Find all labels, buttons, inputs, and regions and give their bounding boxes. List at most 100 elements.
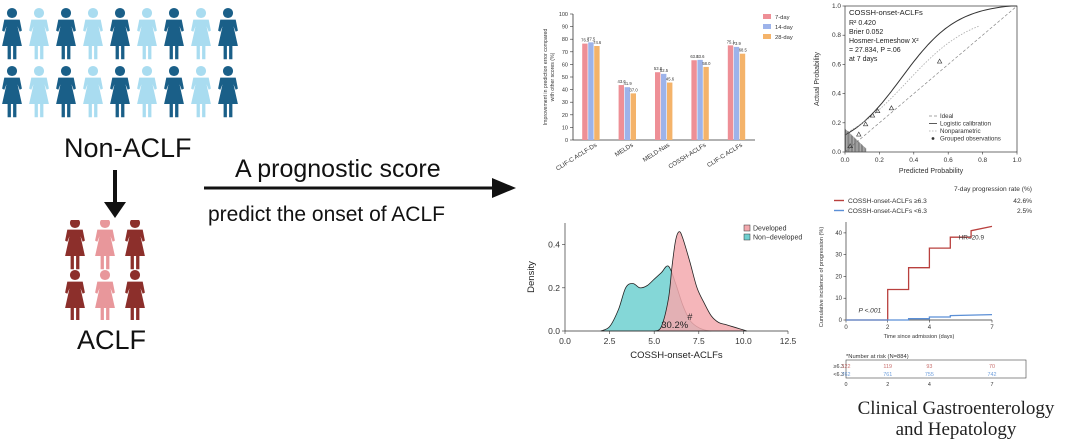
y-tick-label: 70	[562, 50, 568, 56]
km-curve	[846, 225, 993, 321]
risk-day-label: 2	[886, 382, 889, 388]
x-tick-label: 7	[990, 325, 994, 331]
risk-value: 755	[925, 372, 934, 378]
bar-value-label: 63.6	[696, 54, 705, 59]
risk-value: 762	[842, 372, 851, 378]
risk-table-title: *Number at risk (N=884)	[846, 354, 909, 360]
y-tick-label: 50	[562, 75, 568, 81]
y-tick-label: 0.4	[548, 240, 560, 250]
legend-label: Developed	[753, 226, 787, 233]
bar-value-label: 73.9	[733, 41, 742, 46]
legend-label: 7-day	[775, 15, 790, 21]
y-tick-label: 0.0	[548, 326, 560, 336]
risk-value: 742	[988, 372, 997, 378]
density-plot: 0.0 2.5 5.0 7.5 10.0 12.5 0.0 0.2 0.4 COSSH-onset…	[526, 223, 802, 361]
aclf-person-icon	[95, 269, 115, 320]
grouped-observation-point	[856, 131, 862, 137]
y-axis-label: Improvement in prediction error compared…	[543, 29, 556, 126]
legend-swatch	[763, 34, 771, 39]
aclf-person-icon	[65, 220, 85, 270]
legend-label: COSSH-onset-ACLFs ≥6.3	[848, 198, 927, 205]
legend-rate: 2.5%	[1017, 208, 1032, 215]
bar-value-label: 43.6	[618, 79, 627, 84]
bar	[582, 43, 588, 140]
legend-label: Non−developed	[753, 235, 802, 242]
y-axis-label: Cumulative incidence of progression (%)	[819, 227, 825, 328]
non-aclf-person-icon	[56, 65, 76, 118]
x-tick-label: 4	[928, 325, 932, 331]
bar	[624, 87, 630, 140]
bar-value-label: 74.6	[593, 40, 602, 45]
non-aclf-person-icon	[2, 65, 22, 118]
legend-label: 28-day	[775, 35, 793, 41]
x-axis-label: Predicted Probability	[899, 168, 964, 175]
legend-label: 14-day	[775, 25, 793, 31]
risk-day-label: 0	[845, 382, 848, 388]
down-arrow-icon	[104, 170, 126, 218]
calibration-plot: 0.0 0.2 0.4 0.6 0.8 1.0 0.0 0.2 0.4 0.6 0.8 1.0 Pred…	[814, 3, 1022, 175]
calibration-stat: Hosmer-Lemeshow X²	[849, 38, 919, 45]
bar-value-label: 77.5	[587, 36, 596, 41]
x-tick-label: CLIF-C ACLF-Ds	[555, 142, 598, 173]
y-tick-label: 20	[835, 274, 842, 280]
bar-value-label: 75.1	[727, 39, 736, 44]
x-tick-label: 7.5	[693, 336, 705, 346]
bar	[588, 42, 594, 140]
right-arrow-icon	[204, 178, 516, 198]
grouped-observation-point	[869, 112, 876, 118]
x-axis-label: COSSH-onset-ACLFs	[630, 350, 723, 361]
bar	[739, 53, 746, 140]
legend-label: COSSH-onset-ACLFs <6.3	[848, 208, 927, 215]
legend-label: Logistic calibration	[940, 121, 991, 128]
y-tick-label: 100	[559, 12, 568, 18]
risk-value: 119	[883, 364, 892, 370]
non-aclf-person-icon	[164, 7, 184, 60]
legend-label: Nonparametric	[940, 128, 981, 135]
overlap-annotation: 30.2%	[661, 320, 688, 331]
bar	[594, 46, 600, 141]
y-axis-label: Actual Probability	[814, 51, 821, 106]
x-tick-label: 0.4	[909, 157, 918, 164]
bar	[655, 72, 661, 140]
non-aclf-person-icon	[56, 7, 76, 60]
km-curve	[846, 313, 993, 321]
calibration-stat: at 7 days	[849, 56, 878, 63]
aclf-person-icon	[125, 220, 145, 270]
non-aclf-person-icon	[83, 65, 103, 118]
y-tick-label: 0.2	[548, 283, 560, 293]
bar-value-label: 53.8	[654, 66, 663, 71]
y-tick-label: 0.6	[832, 61, 841, 68]
y-tick-label: 90	[562, 25, 568, 31]
x-tick-label: 0.6	[944, 157, 953, 164]
plot-frame	[844, 5, 1018, 153]
calibration-stat: Brier 0.052	[849, 29, 883, 36]
x-tick-label: 2	[886, 325, 890, 331]
bar-value-label: 37.0	[630, 87, 639, 92]
bar	[661, 73, 667, 140]
risk-value: 122	[842, 364, 851, 370]
bar	[703, 66, 709, 140]
brand-line-2: and Hepatology	[895, 419, 1017, 440]
bar-value-label: 63.3	[690, 54, 699, 59]
calibration-title: COSSH-onset-ACLFs	[849, 8, 923, 17]
x-tick-label: MELDs	[614, 142, 635, 159]
arrow-text-top: A prognostic score	[235, 155, 441, 183]
non-aclf-person-icon	[218, 65, 238, 118]
calibration-stat: R² 0.420	[849, 20, 876, 27]
hazard-ratio: HR=20.9	[959, 234, 985, 241]
non-aclf-people-grid	[2, 7, 238, 118]
journal-brand: Clinical Gastroenterology and Hepatology	[838, 398, 1074, 440]
y-tick-label: 40	[835, 231, 842, 237]
y-tick-label: 30	[835, 253, 842, 259]
density-area	[652, 231, 748, 332]
bar	[630, 93, 636, 140]
bar-value-label: 41.9	[624, 81, 633, 86]
non-aclf-person-icon	[218, 7, 238, 60]
x-tick-label: 5.0	[648, 336, 660, 346]
y-tick-label: 30	[562, 100, 568, 106]
y-axis-label: Density	[526, 261, 537, 293]
non-aclf-person-icon	[110, 7, 130, 60]
x-tick-label: 0.0	[559, 336, 571, 346]
aclf-label: ACLF	[77, 325, 147, 355]
y-tick-label: 60	[562, 62, 568, 68]
